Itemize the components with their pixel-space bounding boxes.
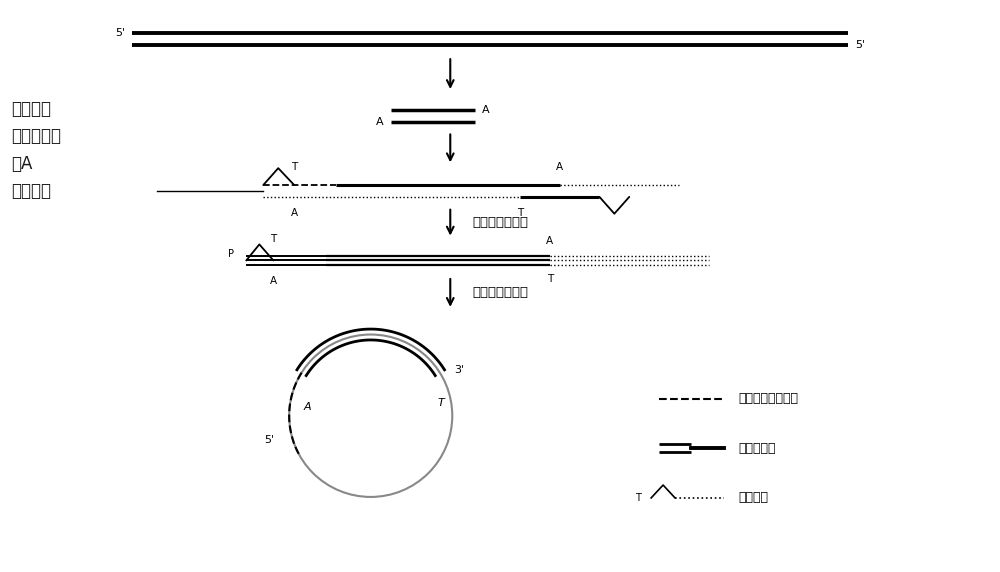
Text: 磁珠纯化，定量: 磁珠纯化，定量 [472, 216, 528, 229]
Text: 接头连接: 接头连接 [11, 182, 51, 200]
Text: 双镰变性，环化: 双镰变性，环化 [472, 287, 528, 299]
Text: T: T [635, 493, 641, 503]
Text: A: A [556, 162, 563, 172]
Text: 5': 5' [115, 29, 125, 38]
Text: A: A [291, 208, 298, 218]
Text: 5': 5' [855, 41, 865, 50]
Text: 末端修复，: 末端修复， [11, 128, 61, 145]
Text: 接头上的标签序列: 接头上的标签序列 [739, 392, 799, 406]
Text: 3': 3' [454, 365, 464, 375]
Text: T: T [547, 274, 553, 284]
Text: 加A: 加A [11, 155, 32, 173]
Text: A: A [304, 402, 312, 412]
Text: T: T [438, 398, 445, 408]
Text: A: A [270, 276, 277, 286]
Text: 接头序列: 接头序列 [739, 491, 769, 505]
Text: T: T [291, 162, 297, 172]
Text: T: T [517, 208, 523, 218]
Text: T: T [270, 235, 276, 244]
Text: 片段化，: 片段化， [11, 100, 51, 118]
Text: A: A [376, 117, 384, 126]
Text: A: A [482, 105, 490, 115]
Text: A: A [546, 236, 553, 247]
Text: P: P [228, 249, 234, 259]
Text: 介导桦序列: 介导桦序列 [739, 442, 776, 455]
Text: 5': 5' [265, 435, 275, 445]
